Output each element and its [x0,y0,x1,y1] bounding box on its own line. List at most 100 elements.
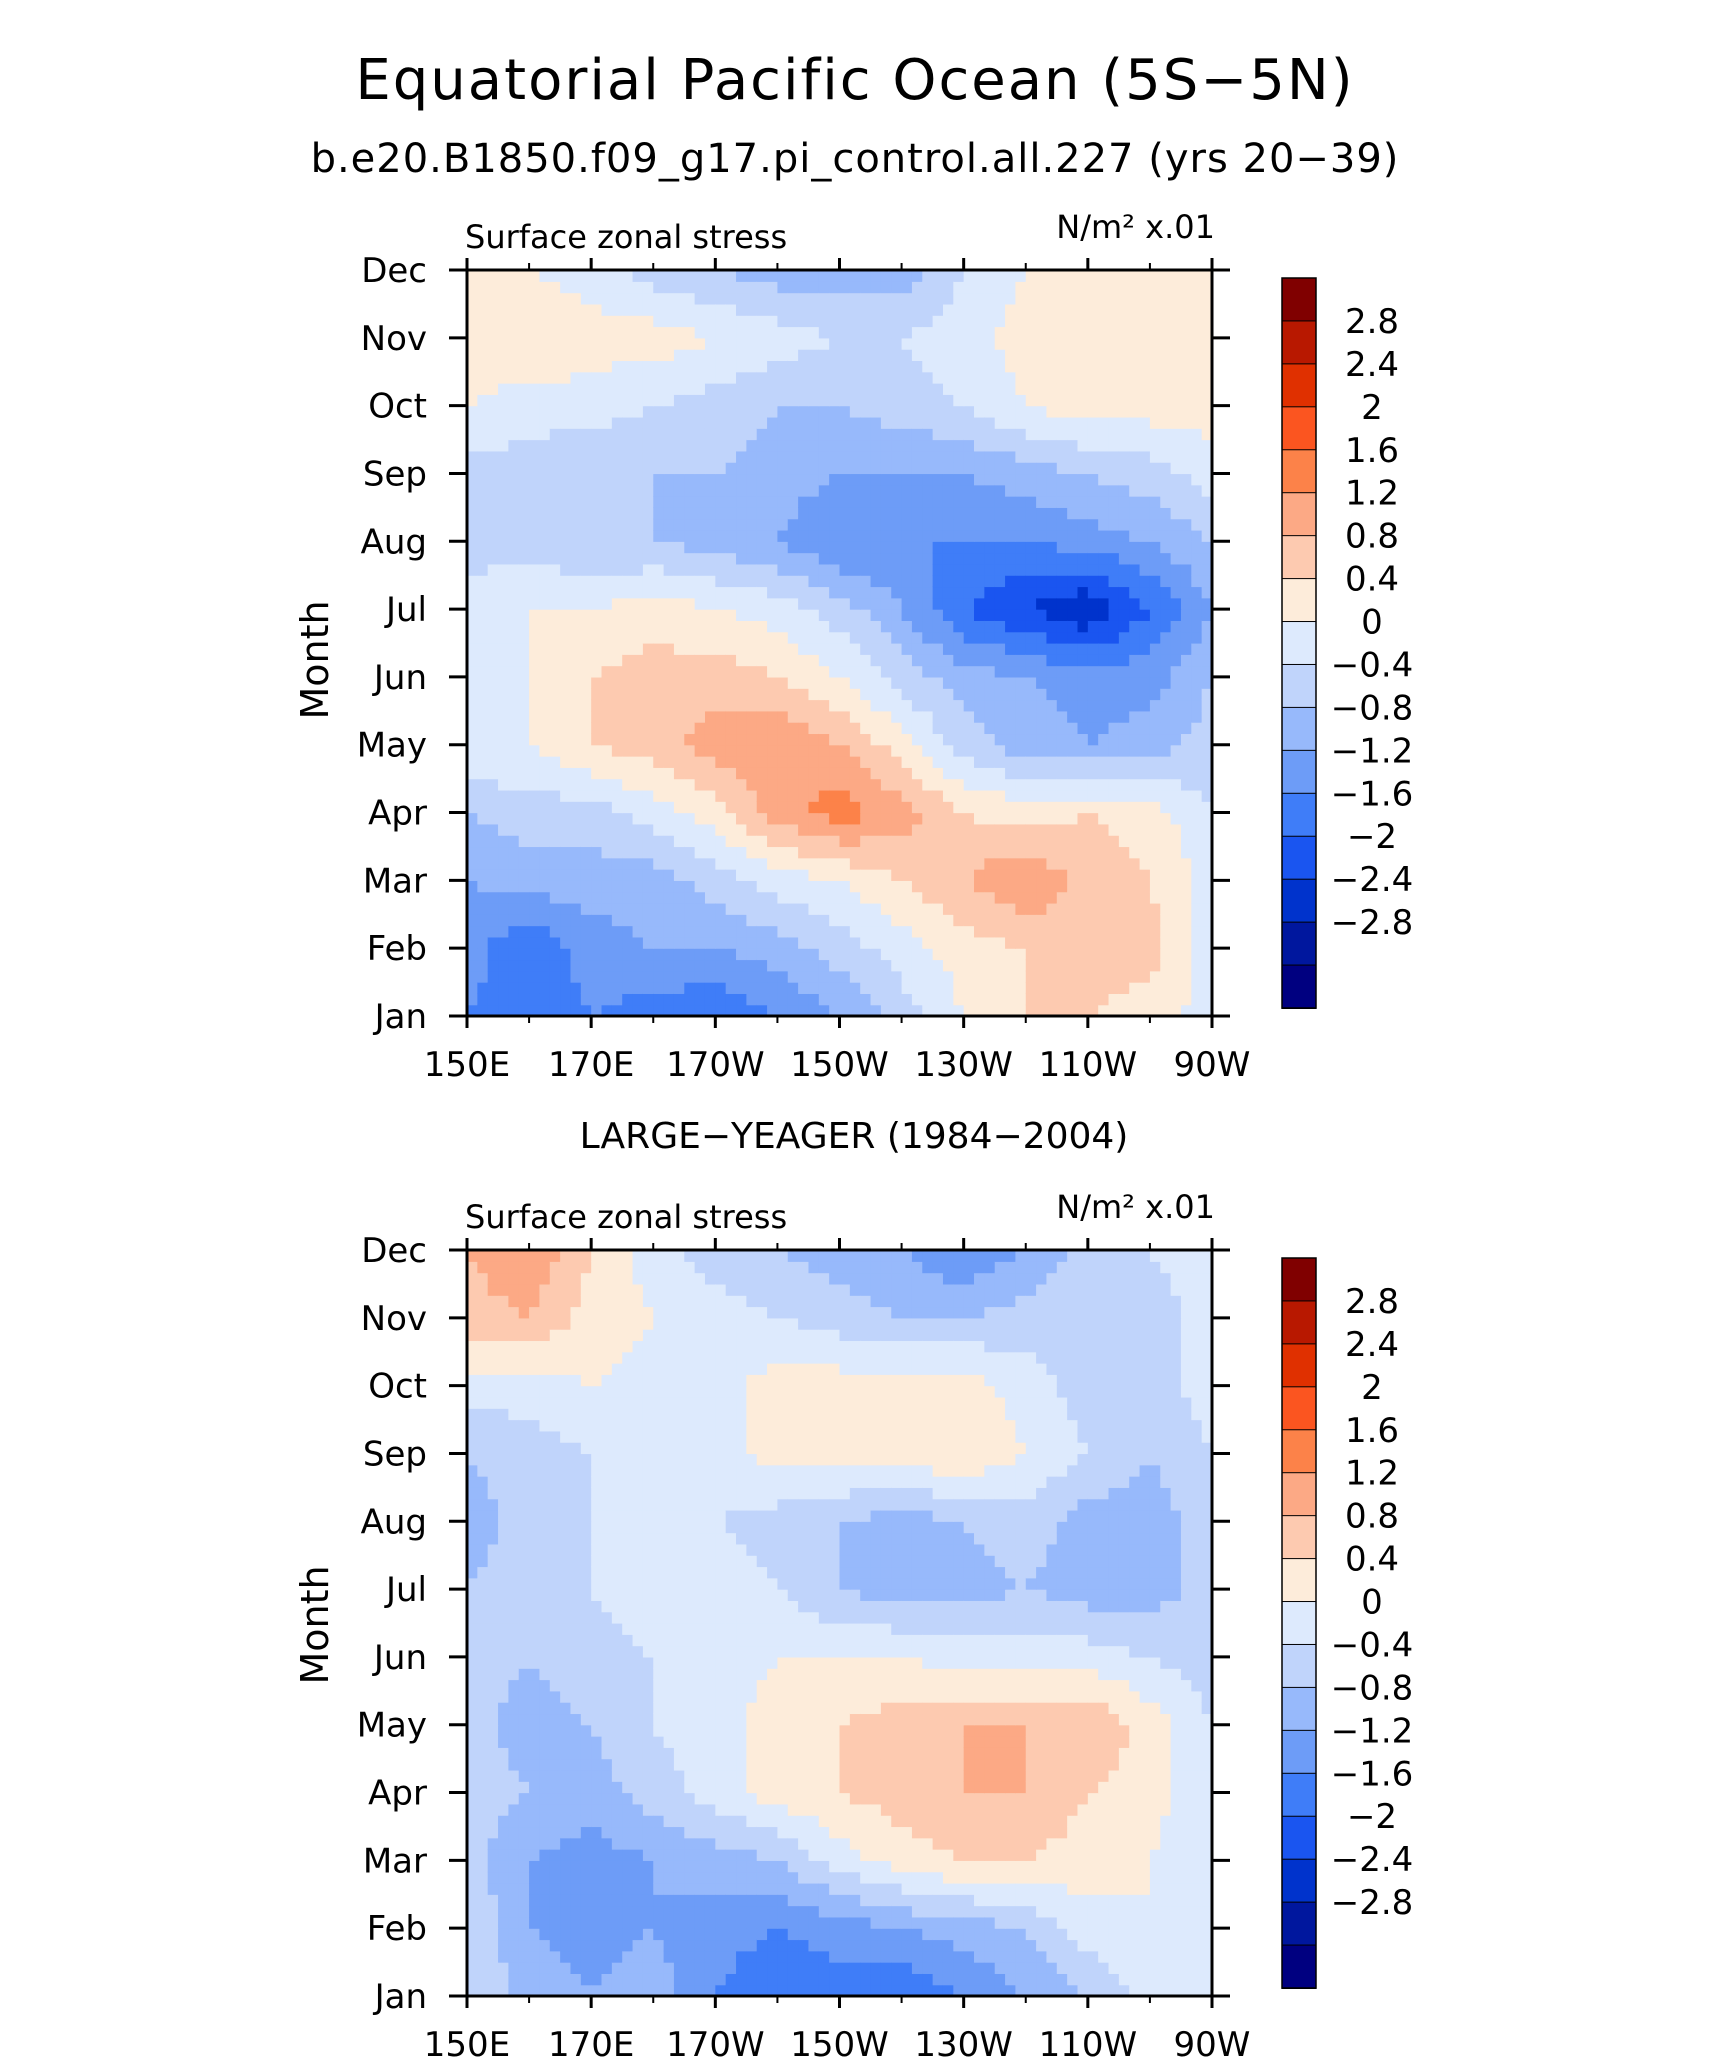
contour-cell [622,575,634,588]
contour-cell [984,948,996,961]
contour-cell [818,722,830,735]
contour-cell [1180,676,1192,689]
contour-cell [622,778,634,791]
contour-cell [1098,484,1110,497]
contour-cell [498,1962,509,1974]
contour-cell [725,416,737,429]
contour-cell [1180,586,1192,599]
contour-cell [942,303,954,316]
contour-cell [591,880,603,893]
contour-cell [467,303,478,316]
contour-cell [953,835,965,848]
contour-cell [808,902,820,915]
contour-cell [725,665,737,678]
contour-cell [994,575,1006,588]
contour-cell [839,270,851,282]
contour-cell [1015,326,1027,339]
contour-cell [953,597,965,610]
contour-cell [777,541,789,554]
contour-cell [736,733,747,746]
contour-cell [591,609,603,621]
contour-cell [539,394,551,407]
contour-cell [880,281,892,294]
contour-cell [1108,349,1120,362]
contour-cell [467,552,478,565]
contour-cell [1180,518,1192,531]
contour-cell [467,744,478,757]
contour-cell [653,405,665,418]
contour-cell [611,1973,623,1986]
contour-cell [508,303,520,316]
contour-cell [467,688,478,701]
contour-cell [549,575,561,588]
contour-cell [994,846,1006,859]
contour-cell [901,507,913,520]
contour-cell [622,507,634,520]
contour-cell [1191,823,1203,836]
contour-cell [1118,914,1130,927]
contour-cell [839,936,851,949]
contour-cell [829,857,841,870]
contour-cell [591,575,603,588]
contour-cell [467,450,478,463]
contour-cell [560,936,572,949]
contour-cell [891,326,903,339]
contour-cell [974,292,985,305]
contour-cell [849,405,861,418]
contour-cell [1108,857,1120,870]
contour-cell [1005,688,1017,701]
contour-cell [839,439,851,452]
contour-cell [974,428,985,441]
contour-cell [1036,902,1048,915]
contour-cell [508,462,520,475]
contour-cell [953,394,965,407]
contour-cell [736,450,747,463]
contour-cell [777,337,789,350]
contour-cell [1191,959,1203,972]
contour-cell [818,925,830,938]
contour-cell [911,880,923,893]
contour-cell [560,473,572,486]
contour-cell [591,767,603,780]
contour-cell [849,597,861,610]
contour-cell [932,688,944,701]
contour-cell [1160,744,1172,757]
contour-cell [798,597,810,610]
contour-cell [653,676,665,689]
contour-cell [487,609,499,621]
contour-cell [653,1939,665,1952]
contour-cell [829,970,841,983]
contour-cell [1077,529,1089,542]
contour-cell [725,439,737,452]
contour-cell [1129,733,1141,746]
contour-cell [1149,948,1161,961]
contour-cell [942,948,954,961]
contour-cell [818,473,830,486]
contour-cell [1160,518,1172,531]
contour-cell [746,857,758,870]
contour-cell [777,643,789,655]
contour-cell [953,360,965,373]
contour-cell [477,823,489,836]
contour-cell [591,756,603,768]
contour-cell [487,812,499,825]
contour-cell [611,710,623,723]
contour-cell [529,823,541,836]
contour-cell [911,744,923,757]
contour-cell [849,1004,861,1017]
contour-cell [1025,337,1037,350]
contour-cell [642,846,654,859]
contour-cell [1056,360,1068,373]
contour-cell [818,609,830,621]
contour-cell [1170,281,1182,294]
contour-cell [684,869,696,881]
contour-cell [860,880,872,893]
contour-cell [1180,303,1192,316]
contour-cell [901,722,913,735]
contour-cell [549,959,561,972]
contour-cell [1129,880,1141,893]
contour-cell [777,473,789,486]
contour-cell [487,823,499,836]
contour-cell [839,281,851,294]
contour-cell [715,676,727,689]
